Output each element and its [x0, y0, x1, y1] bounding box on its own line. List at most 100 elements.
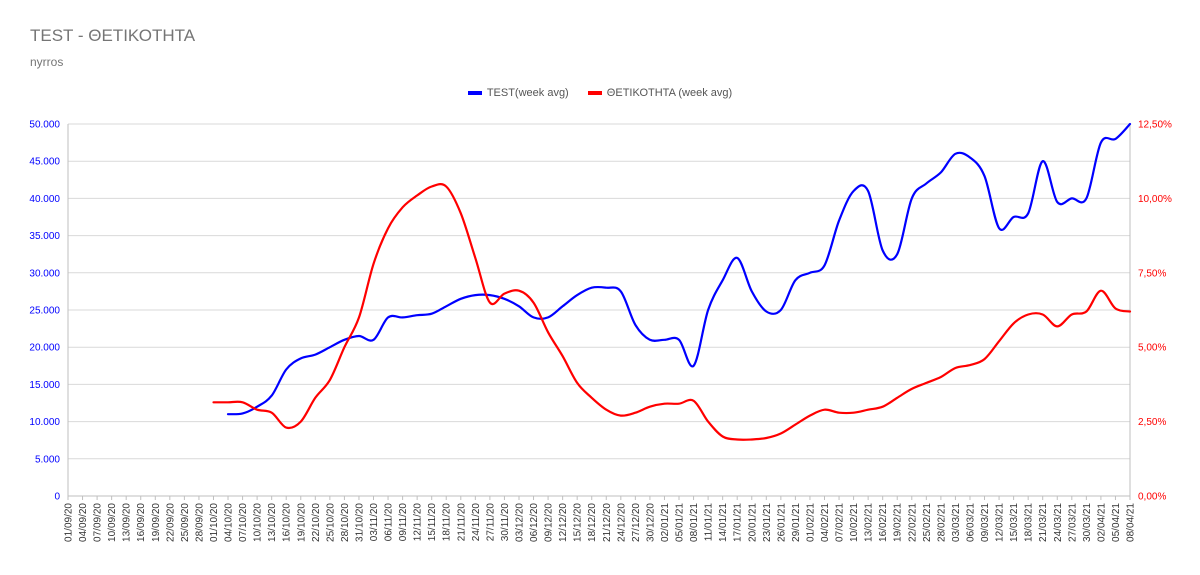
data-point-positivity: [1100, 289, 1102, 291]
x-tick-label: 10/10/20: [253, 503, 264, 542]
data-point-positivity: [998, 340, 1000, 342]
data-point-test: [329, 346, 331, 348]
data-point-test: [241, 412, 243, 414]
data-point-positivity: [227, 401, 229, 403]
data-point-positivity: [547, 331, 549, 333]
x-tick-label: 09/12/20: [544, 503, 555, 542]
x-tick-label: 03/03/21: [951, 503, 962, 542]
x-tick-label: 24/12/20: [616, 503, 627, 542]
legend-label-positivity: ΘΕΤΙΚΟΤΗΤΑ (week avg): [606, 87, 733, 99]
gridlines: [68, 123, 1130, 460]
data-point-positivity: [532, 301, 534, 303]
x-tick-label: 05/01/21: [675, 503, 686, 542]
data-point-test: [1114, 138, 1116, 140]
data-point-test: [314, 353, 316, 355]
y-left-tick-label: 25.000: [29, 306, 60, 317]
data-point-test: [736, 257, 738, 259]
x-tick-label: 23/01/21: [762, 503, 773, 542]
x-tick-label: 10/02/21: [849, 503, 860, 542]
data-point-test: [940, 171, 942, 173]
data-point-test: [227, 413, 229, 415]
data-point-positivity: [314, 397, 316, 399]
data-point-test: [1027, 212, 1029, 214]
x-tick-label: 31/10/20: [354, 503, 365, 542]
data-point-positivity: [736, 438, 738, 440]
data-point-test: [1042, 160, 1044, 162]
x-tick-label: 08/01/21: [689, 503, 700, 542]
data-point-positivity: [329, 379, 331, 381]
x-tick-label: 30/03/21: [1082, 503, 1093, 542]
data-point-test: [285, 368, 287, 370]
x-tick-label: 15/03/21: [1009, 503, 1020, 542]
x-tick-label: 13/02/21: [864, 503, 875, 542]
y-right-tick-label: 0,00%: [1138, 492, 1166, 503]
y-left-tick-label: 45.000: [29, 157, 60, 168]
data-point-test: [605, 286, 607, 288]
data-point-test: [794, 279, 796, 281]
axes: [67, 124, 1131, 497]
data-point-positivity: [852, 411, 854, 413]
y-right-tick-label: 5,00%: [1138, 343, 1166, 354]
data-point-test: [474, 294, 476, 296]
x-tick-label: 07/10/20: [238, 503, 249, 542]
data-point-positivity: [634, 411, 636, 413]
x-tick-label: 13/09/20: [122, 503, 133, 542]
data-point-positivity: [591, 397, 593, 399]
data-point-positivity: [1129, 310, 1131, 312]
x-tick-label: 01/10/20: [209, 503, 220, 542]
x-tick-label: 13/10/20: [267, 503, 278, 542]
data-point-test: [300, 357, 302, 359]
data-point-positivity: [576, 382, 578, 384]
data-point-test: [765, 310, 767, 312]
data-point-test: [416, 314, 418, 316]
x-tick-label: 19/02/21: [893, 503, 904, 542]
series-lines: [212, 122, 1132, 441]
data-point-test: [1056, 201, 1058, 203]
x-tick-label: 18/03/21: [1024, 503, 1035, 542]
x-tick-label: 26/01/21: [776, 503, 787, 542]
data-point-positivity: [911, 388, 913, 390]
data-point-positivity: [212, 401, 214, 403]
x-tick-label: 24/11/20: [471, 503, 482, 542]
data-point-test: [823, 264, 825, 266]
data-point-positivity: [561, 355, 563, 357]
x-tick-label: 19/09/20: [151, 503, 162, 542]
x-tick-label: 01/09/20: [64, 503, 75, 542]
x-tick-label: 09/11/20: [398, 503, 409, 542]
data-point-test: [270, 394, 272, 396]
x-tick-label: 27/11/20: [485, 503, 496, 542]
data-point-test: [387, 316, 389, 318]
chart-subtitle: nyrros: [30, 55, 64, 69]
data-point-positivity: [241, 401, 243, 403]
data-point-positivity: [954, 367, 956, 369]
data-point-test: [430, 313, 432, 315]
x-tick-label: 02/04/21: [1096, 503, 1107, 542]
data-point-test: [620, 290, 622, 292]
data-point-positivity: [896, 397, 898, 399]
data-point-test: [1129, 123, 1131, 125]
data-point-test: [649, 339, 651, 341]
data-point-test: [852, 190, 854, 192]
x-tick-label: 27/12/20: [631, 503, 642, 542]
data-point-test: [576, 294, 578, 296]
x-tick-label: 28/10/20: [340, 503, 351, 542]
data-point-positivity: [503, 292, 505, 294]
data-point-test: [678, 339, 680, 341]
x-tick-label: 06/03/21: [965, 503, 976, 542]
y-left-tick-label: 40.000: [29, 194, 60, 205]
data-point-positivity: [270, 411, 272, 413]
data-point-positivity: [881, 406, 883, 408]
data-point-test: [663, 339, 665, 341]
x-tick-label: 07/02/21: [835, 503, 846, 542]
data-point-positivity: [925, 382, 927, 384]
y-left-tick-label: 5.000: [35, 454, 60, 465]
data-point-test: [518, 305, 520, 307]
x-tick-label: 22/02/21: [907, 503, 918, 542]
x-tick-label: 24/03/21: [1053, 503, 1064, 542]
y-left-tick-label: 30.000: [29, 268, 60, 279]
y-axis-left-ticks: 0 5.000 10.000 15.000 20.000 25.000 30.000 35.0…: [29, 120, 60, 503]
data-point-positivity: [983, 358, 985, 360]
x-tick-label: 19/10/20: [296, 503, 307, 542]
x-tick-label: 16/02/21: [878, 503, 889, 542]
y-left-tick-label: 10.000: [29, 417, 60, 428]
